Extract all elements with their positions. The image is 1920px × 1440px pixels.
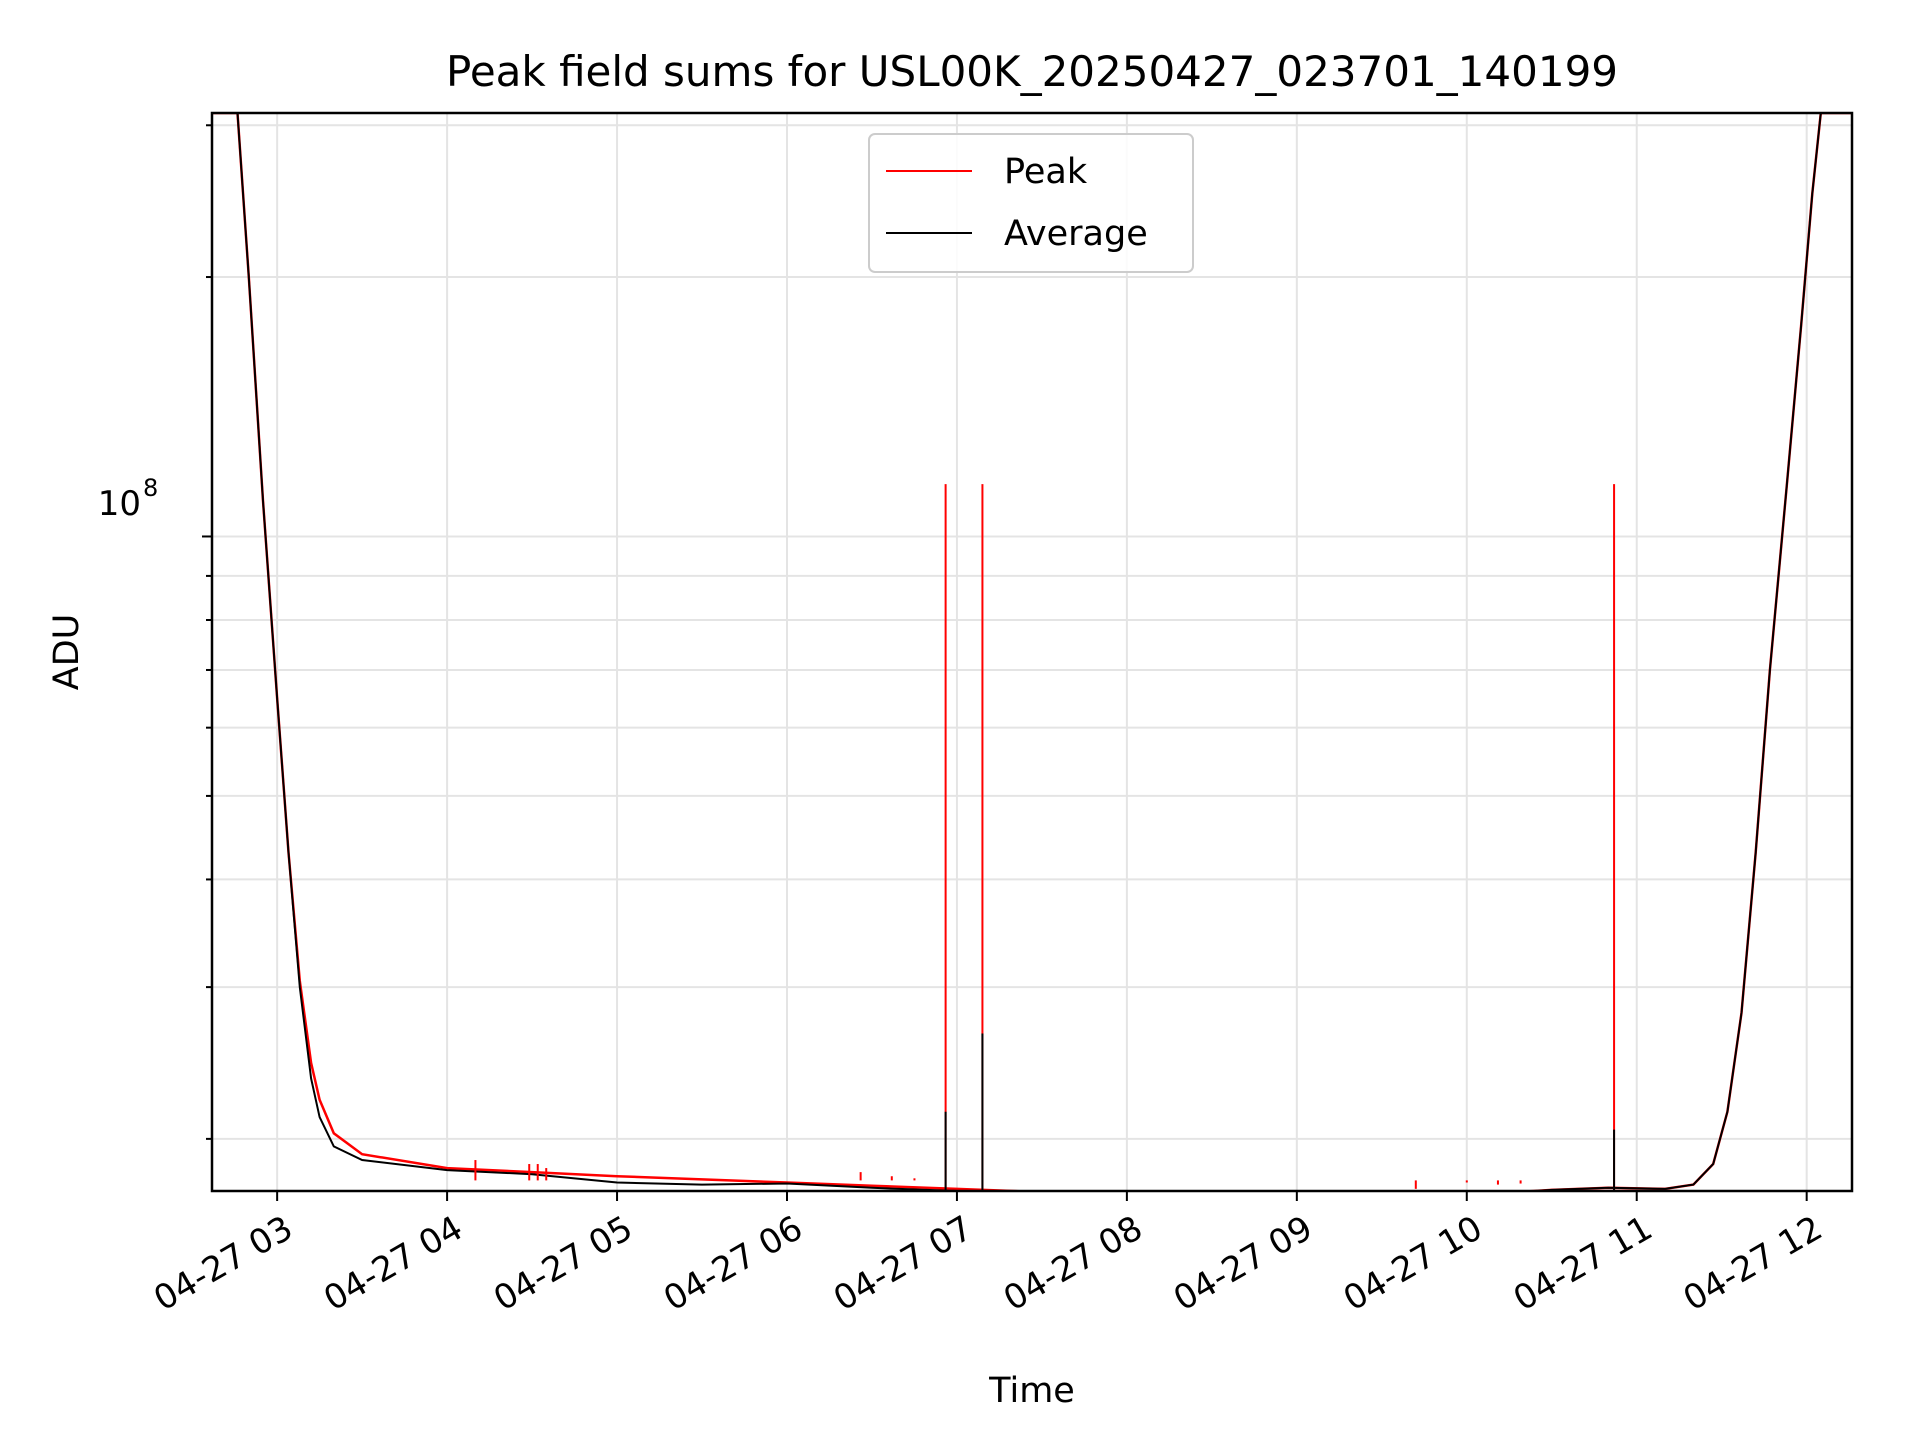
x-tick-label: 04-27 08 <box>997 1208 1149 1319</box>
y-tick-label-base: 10 <box>98 484 141 524</box>
plot-frame <box>210 111 1854 1193</box>
x-tick-label: 04-27 07 <box>827 1208 979 1319</box>
y-axis-label: ADU <box>47 614 87 691</box>
chart-title: Peak field sums for USL00K_20250427_0237… <box>446 47 1618 96</box>
series-line-peak <box>212 113 1852 1191</box>
x-tick-label: 04-27 05 <box>487 1208 639 1319</box>
plot-series <box>212 113 1852 1191</box>
x-axis-label: Time <box>988 1371 1075 1411</box>
legend-box <box>868 133 1194 273</box>
legend: Peak Average <box>868 133 1194 273</box>
x-tick-label: 04-27 12 <box>1677 1208 1829 1319</box>
axes: 04-27 03 04-27 04 04-27 05 04-27 06 04-27 07… <box>147 124 1829 1319</box>
x-tick-label: 04-27 10 <box>1337 1208 1489 1319</box>
x-tick-label: 04-27 11 <box>1507 1208 1659 1319</box>
x-tick-label: 04-27 06 <box>657 1208 809 1319</box>
series-line-average <box>212 113 1852 1191</box>
x-tick-label: 04-27 03 <box>147 1208 299 1319</box>
x-tick-label: 04-27 04 <box>317 1208 469 1319</box>
y-tick-label-1e8: 10 8 <box>98 474 159 524</box>
grid <box>212 113 1852 1191</box>
legend-label-peak: Peak <box>1004 152 1088 192</box>
series-group <box>212 113 1852 1191</box>
x-tick-label: 04-27 09 <box>1167 1208 1319 1319</box>
y-tick-label-exponent: 8 <box>143 474 158 502</box>
legend-label-average: Average <box>1004 214 1148 254</box>
